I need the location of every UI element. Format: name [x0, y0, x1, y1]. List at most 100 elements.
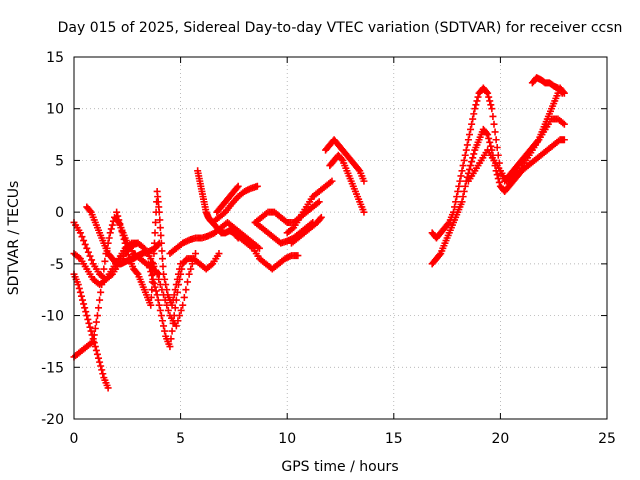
data-point: [164, 306, 172, 314]
data-point: [147, 293, 155, 301]
data-point: [460, 156, 468, 164]
data-point: [253, 182, 261, 190]
y-axis-label: SDTVAR / TECUs: [6, 181, 22, 296]
data-point: [150, 279, 158, 287]
data-point: [491, 128, 499, 136]
data-point: [185, 270, 193, 278]
data-point: [154, 240, 162, 248]
y-tick-label: -20: [41, 412, 64, 428]
data-point: [455, 182, 463, 190]
data-point: [85, 319, 93, 327]
data-point: [133, 269, 141, 277]
data-point: [462, 146, 470, 154]
data-point: [158, 317, 166, 325]
data-point: [97, 362, 105, 370]
data-point: [452, 198, 460, 206]
data-point: [255, 244, 263, 252]
data-point: [83, 244, 91, 252]
data-point: [154, 296, 162, 304]
y-tick-label: -10: [41, 309, 64, 325]
data-point: [458, 167, 466, 175]
data-points: [70, 74, 568, 392]
data-point: [492, 136, 500, 144]
data-point: [93, 312, 101, 320]
data-point: [436, 251, 444, 259]
series-track-7: [145, 250, 223, 351]
data-point: [91, 325, 99, 332]
data-point: [79, 296, 87, 304]
data-point: [147, 301, 155, 309]
data-point: [484, 131, 492, 139]
data-point: [469, 154, 477, 162]
data-point: [465, 131, 473, 139]
y-tick-label: 15: [46, 50, 64, 66]
data-point: [558, 89, 566, 97]
data-point: [153, 291, 161, 299]
data-point: [171, 304, 179, 312]
data-point: [169, 319, 177, 327]
series-track-12: [230, 229, 302, 273]
data-point: [168, 327, 176, 335]
data-point: [176, 275, 184, 283]
data-point: [96, 296, 104, 304]
data-point: [459, 193, 467, 201]
data-point: [124, 251, 132, 259]
data-point: [490, 120, 498, 128]
data-point: [487, 142, 495, 150]
x-tick-label: 10: [278, 431, 296, 447]
data-point: [172, 296, 180, 304]
data-point: [467, 162, 475, 170]
data-point: [184, 278, 192, 286]
x-tick-labels: 0 5 10 15 20 25: [70, 431, 616, 447]
data-point: [81, 304, 89, 312]
data-point: [486, 138, 494, 146]
data-point: [108, 221, 116, 229]
data-point: [360, 177, 368, 185]
data-point: [489, 112, 497, 120]
series-track-17: [322, 136, 368, 185]
data-point: [134, 239, 142, 247]
data-point: [485, 93, 493, 101]
data-point: [90, 331, 98, 339]
data-point: [467, 125, 475, 133]
data-point: [484, 89, 492, 97]
data-point: [458, 198, 466, 206]
x-tick-label: 0: [70, 431, 79, 447]
y-tick-label: 5: [55, 153, 64, 169]
data-point: [233, 184, 241, 192]
data-point: [80, 237, 88, 245]
data-point: [106, 229, 114, 237]
y-tick-label: -15: [41, 360, 64, 376]
data-point: [317, 213, 325, 221]
data-point: [560, 120, 568, 128]
data-point: [107, 225, 115, 233]
plot-frame: [73, 56, 608, 420]
data-point: [178, 265, 186, 273]
data-point: [174, 281, 182, 289]
data-point: [113, 208, 121, 216]
data-point: [147, 268, 155, 276]
data-point: [483, 88, 491, 96]
data-point: [150, 239, 158, 247]
data-point: [84, 248, 92, 256]
data-point: [493, 144, 501, 151]
data-point: [179, 301, 187, 309]
data-point: [147, 255, 155, 263]
data-point: [157, 231, 165, 239]
data-point: [123, 247, 131, 255]
data-point: [88, 256, 96, 264]
data-point: [355, 165, 363, 173]
data-point: [461, 151, 469, 159]
data-point: [115, 216, 123, 224]
data-point: [86, 323, 94, 331]
data-point: [155, 301, 163, 309]
data-point: [459, 162, 467, 170]
series-track-10: [209, 182, 261, 226]
data-point: [473, 97, 481, 105]
data-point: [84, 315, 92, 323]
data-point: [145, 260, 153, 268]
data-point: [557, 88, 565, 96]
x-axis-label: GPS time / hours: [281, 459, 398, 475]
data-point: [486, 97, 494, 105]
